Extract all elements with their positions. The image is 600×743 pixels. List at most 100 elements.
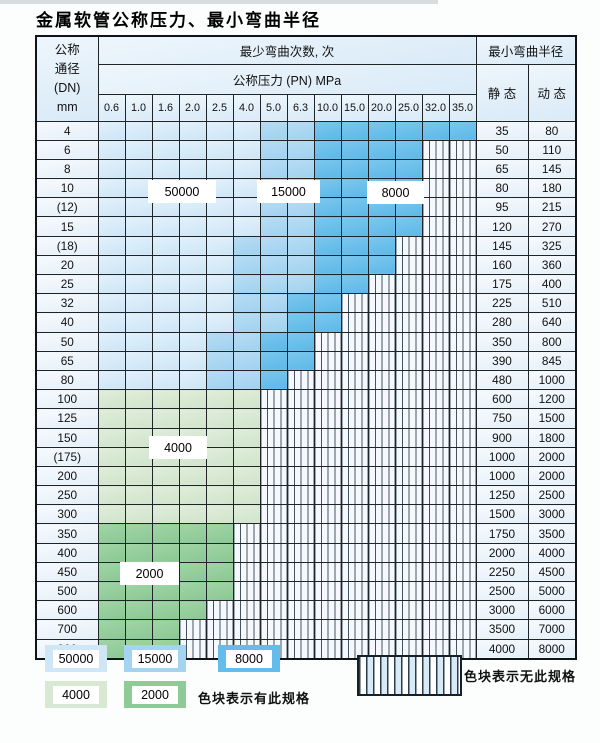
cycles-cell xyxy=(124,369,153,391)
no-spec-cell xyxy=(232,561,261,583)
cycles-cell xyxy=(178,600,207,621)
no-spec-cell xyxy=(448,523,477,544)
no-spec-cell xyxy=(286,638,315,660)
no-spec-cell xyxy=(448,389,477,410)
no-spec-cell xyxy=(421,369,450,391)
no-spec-cell xyxy=(421,254,450,276)
no-spec-cell xyxy=(448,600,477,621)
dn-cell: 400 xyxy=(35,542,99,563)
cycles-cell xyxy=(205,427,234,448)
cycles-cell xyxy=(313,273,342,295)
cycles-cell xyxy=(286,350,315,371)
header-row-3: 0.6 1.0 1.6 2.0 2.5 4.0 5.0 6.3 10.0 15.0 20.0 25.0… xyxy=(36,93,576,122)
no-spec-cell xyxy=(421,158,450,180)
cycles-cell xyxy=(124,139,153,160)
cycles-cell xyxy=(394,120,423,141)
cycles-cell xyxy=(124,446,153,467)
no-spec-cell xyxy=(448,235,477,256)
cycles-cell xyxy=(259,331,288,352)
dn-cell: 8 xyxy=(35,158,99,180)
no-spec-cell xyxy=(286,369,315,391)
dynamic-radius-cell: 325 xyxy=(527,235,577,256)
dynamic-radius-cell: 3500 xyxy=(527,523,577,544)
cycles-cell xyxy=(124,197,153,218)
dynamic-radius-cell: 110 xyxy=(527,139,577,160)
pressure-tick: 4.0 xyxy=(232,93,261,122)
pressure-tick: 6.3 xyxy=(286,93,315,122)
cycles-cell xyxy=(151,254,180,276)
legend-label-50000: 50000 xyxy=(53,649,99,668)
no-spec-cell xyxy=(421,273,450,295)
static-radius-cell: 4000 xyxy=(475,638,529,660)
no-spec-cell xyxy=(421,197,450,218)
dynamic-radius-cell: 270 xyxy=(527,216,577,237)
cycles-cell xyxy=(124,235,153,256)
cycles-cell xyxy=(232,465,261,487)
cycles-cell xyxy=(151,235,180,256)
static-radius-cell: 600 xyxy=(475,389,529,410)
static-radius-cell: 225 xyxy=(475,293,529,314)
cycles-cell xyxy=(151,216,180,237)
no-spec-cell xyxy=(340,485,369,506)
cycles-cell xyxy=(286,331,315,352)
no-spec-cell xyxy=(421,542,450,563)
pressure-tick: 1.0 xyxy=(124,93,153,122)
cycles-cell xyxy=(367,216,396,237)
dynamic-radius-cell: 145 xyxy=(527,158,577,180)
no-spec-cell xyxy=(448,504,477,525)
legend-swatch-2000: 2000 xyxy=(124,681,186,708)
cycles-cell xyxy=(205,504,234,525)
cycles-cell xyxy=(124,178,153,199)
cycles-cell xyxy=(151,485,180,506)
no-spec-cell xyxy=(448,293,477,314)
cycles-cell xyxy=(124,504,153,525)
cycles-cell xyxy=(178,235,207,256)
no-spec-cell xyxy=(178,619,207,640)
table-row: 32 225 510 xyxy=(35,293,577,314)
cycles-cell xyxy=(97,523,126,544)
cycles-cell xyxy=(313,197,342,218)
cycles-cell xyxy=(205,580,234,602)
cycles-cell xyxy=(232,485,261,506)
no-spec-cell xyxy=(313,504,342,525)
dynamic-radius-cell: 4000 xyxy=(527,542,577,563)
cycles-cell xyxy=(124,273,153,295)
cycles-cell xyxy=(232,427,261,448)
dn-cell: 450 xyxy=(35,561,99,583)
no-spec-cell xyxy=(394,485,423,506)
cycles-cell xyxy=(286,254,315,276)
cycles-cell xyxy=(367,235,396,256)
cycles-cell xyxy=(313,216,342,237)
legend-swatch-4000: 4000 xyxy=(45,681,107,708)
cycles-cell xyxy=(151,312,180,333)
legend-label-4000: 4000 xyxy=(53,685,99,704)
cycles-cell xyxy=(259,139,288,160)
cycles-cell xyxy=(232,350,261,371)
spec-table-body: 4 35 80 6 50 110 8 65 145 10 80 180 (12) 95 215 15 120 27… xyxy=(35,120,577,660)
cycles-cell xyxy=(367,158,396,180)
no-spec-cell xyxy=(448,312,477,333)
cycles-cell xyxy=(151,350,180,371)
no-spec-cell xyxy=(394,619,423,640)
static-radius-cell: 175 xyxy=(475,273,529,295)
table-row: 125 750 1500 xyxy=(35,408,577,429)
no-spec-cell xyxy=(286,542,315,563)
no-spec-cell xyxy=(367,369,396,391)
no-spec-cell xyxy=(421,389,450,410)
cycles-cell xyxy=(286,158,315,180)
no-spec-cell xyxy=(286,408,315,429)
cycles-cell xyxy=(340,254,369,276)
no-spec-cell xyxy=(259,619,288,640)
no-spec-cell xyxy=(367,273,396,295)
no-spec-cell xyxy=(448,408,477,429)
cycles-cell xyxy=(97,312,126,333)
no-spec-cell xyxy=(286,523,315,544)
table-row: 100 600 1200 xyxy=(35,389,577,410)
cycles-cell xyxy=(367,120,396,141)
cycles-cell xyxy=(232,293,261,314)
cycles-cell xyxy=(178,408,207,429)
cycles-cell xyxy=(232,273,261,295)
no-spec-cell xyxy=(286,446,315,467)
cycles-cell xyxy=(340,158,369,180)
no-spec-cell xyxy=(313,638,342,660)
